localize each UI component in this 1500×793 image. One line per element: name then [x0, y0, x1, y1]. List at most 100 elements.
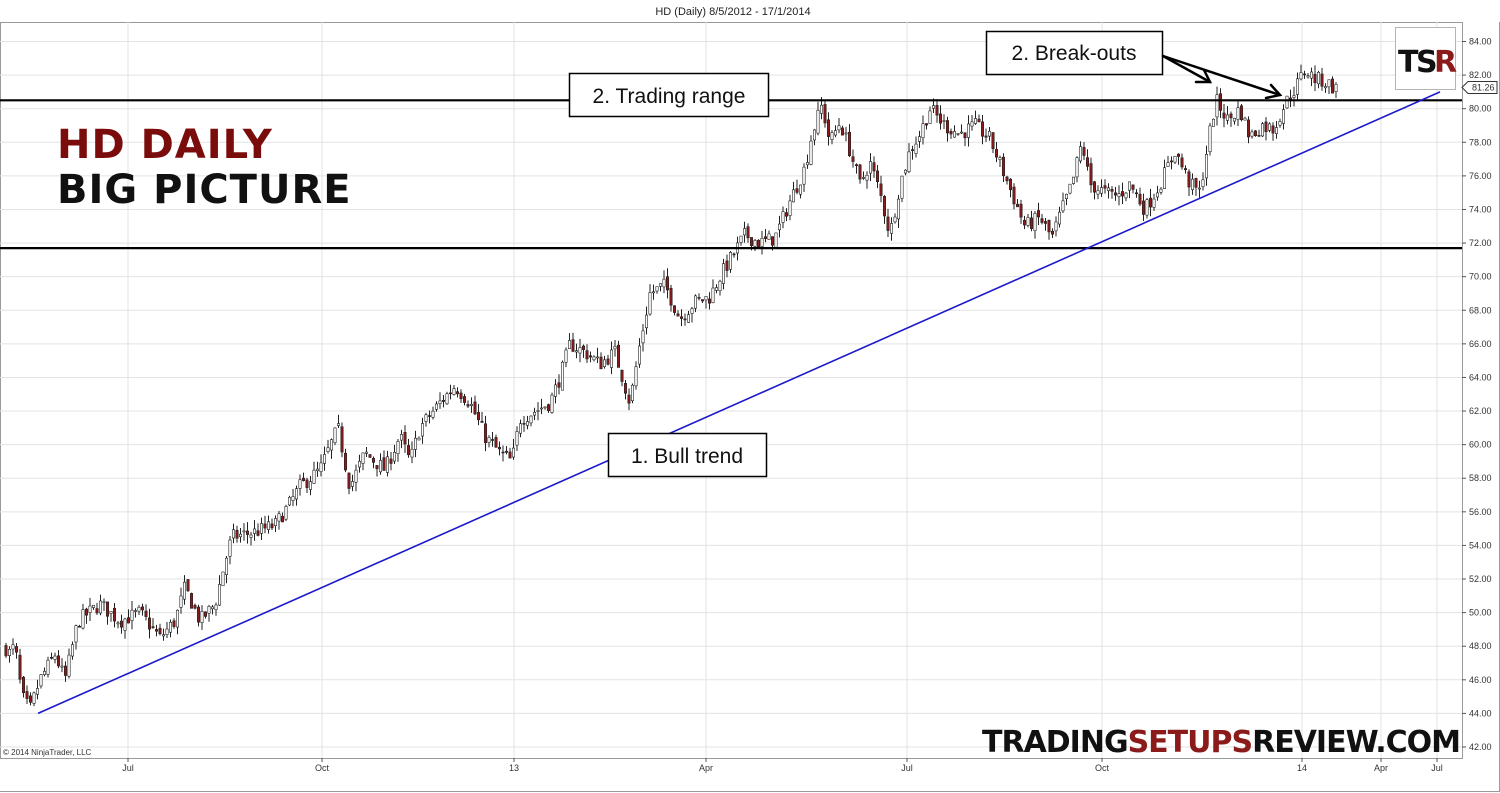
candle-body: [900, 175, 904, 199]
candle-body: [218, 584, 222, 606]
candle-body: [1114, 192, 1118, 196]
candle-body: [95, 608, 99, 614]
candle-body: [868, 161, 872, 174]
candle-body: [56, 655, 60, 667]
candle-body: [144, 610, 148, 617]
candle-body: [78, 625, 82, 628]
y-tick-label: 80.00: [1469, 104, 1492, 114]
candle-body: [1135, 192, 1139, 195]
candle-body: [1264, 121, 1268, 133]
candle-body: [102, 601, 106, 604]
candle-body: [1128, 181, 1132, 191]
bull-trend-callout-box: 1. Bull trend: [607, 432, 768, 478]
candle-body: [637, 345, 641, 365]
candle-body: [602, 359, 606, 368]
candle-body: [270, 523, 274, 529]
candle-body: [462, 396, 466, 403]
candle-body: [515, 431, 519, 446]
x-axis: Jul Oct 13 Apr Jul Oct 14 Apr Jul: [122, 758, 1443, 773]
candle-body: [368, 454, 372, 458]
candle-body: [970, 121, 974, 127]
candle-body: [704, 296, 708, 301]
y-tick-label: 64.00: [1469, 372, 1492, 382]
candle-body: [973, 118, 977, 124]
breakouts-callout-text: 2. Break-outs: [1012, 42, 1137, 65]
candle-body: [165, 628, 169, 635]
candle-body: [753, 240, 757, 247]
candle-body: [1047, 219, 1051, 233]
candle-body: [623, 383, 627, 394]
candle-body: [581, 345, 585, 350]
candle-body: [322, 454, 326, 464]
candle-body: [15, 646, 19, 653]
candle-body: [1072, 176, 1076, 184]
candle-body: [452, 388, 456, 395]
candle-body: [914, 143, 918, 154]
y-tick-label: 44.00: [1469, 708, 1492, 718]
candle-body: [672, 305, 676, 313]
candle-body: [826, 119, 830, 137]
candle-body: [46, 659, 50, 675]
candle-body: [1096, 190, 1100, 195]
candle-body: [1180, 157, 1184, 168]
candle-body: [417, 437, 421, 441]
candle-body: [903, 169, 907, 174]
candle-body: [42, 671, 46, 675]
candle-body: [854, 164, 858, 166]
candle-body: [886, 216, 890, 231]
candle-body: [378, 460, 382, 473]
candle-body: [266, 521, 270, 530]
candle-body: [18, 654, 22, 680]
candle-body: [865, 174, 869, 181]
candle-body: [67, 654, 71, 677]
y-tick-label: 74.00: [1469, 204, 1492, 214]
breakout-arrow-2-head: [1264, 83, 1283, 100]
candle-body: [683, 318, 687, 321]
candle-body: [232, 529, 236, 539]
candle-body: [228, 539, 232, 557]
candle-body: [1313, 73, 1317, 84]
candle-body: [928, 110, 932, 124]
candle-body: [665, 276, 669, 291]
candle-body: [1250, 131, 1254, 137]
candle-body: [858, 164, 862, 180]
bull-trendline: [37, 91, 1441, 715]
candle-body: [1138, 193, 1142, 205]
candle-body: [1247, 119, 1251, 138]
candle-body: [162, 634, 166, 637]
candle-body: [1271, 125, 1275, 134]
candle-body: [655, 286, 659, 292]
candle-body: [441, 399, 445, 402]
candle-body: [483, 423, 487, 444]
candle-body: [595, 356, 599, 359]
candle-body: [1022, 219, 1026, 226]
candle-body: [151, 626, 155, 628]
candle-body: [872, 162, 876, 172]
breakout-arrow-1-head: [1194, 68, 1213, 84]
candle-body: [434, 403, 438, 410]
candle-body: [1261, 123, 1265, 137]
candle-body: [1233, 117, 1237, 122]
logo-t: T: [1398, 45, 1419, 80]
candle-body: [1033, 213, 1037, 231]
y-tick-label: 68.00: [1469, 305, 1492, 315]
candle-body: [1254, 130, 1258, 137]
candle-body: [707, 298, 711, 304]
candle-body: [141, 606, 145, 611]
candle-body: [473, 401, 477, 415]
y-tick-label: 72.00: [1469, 238, 1492, 248]
candle-body: [32, 692, 36, 704]
logo-s: S: [1416, 45, 1438, 80]
candle-body: [802, 166, 806, 185]
candle-body: [1331, 78, 1335, 94]
breakout-arrow-1: [1161, 54, 1212, 84]
candle-body: [1107, 187, 1111, 191]
candle-body: [183, 581, 187, 600]
candle-body: [560, 361, 564, 391]
candle-body: [88, 605, 92, 613]
candle-body: [1170, 160, 1174, 163]
candle-body: [169, 621, 173, 633]
candle-body: [959, 131, 963, 134]
candle-body: [445, 393, 449, 405]
